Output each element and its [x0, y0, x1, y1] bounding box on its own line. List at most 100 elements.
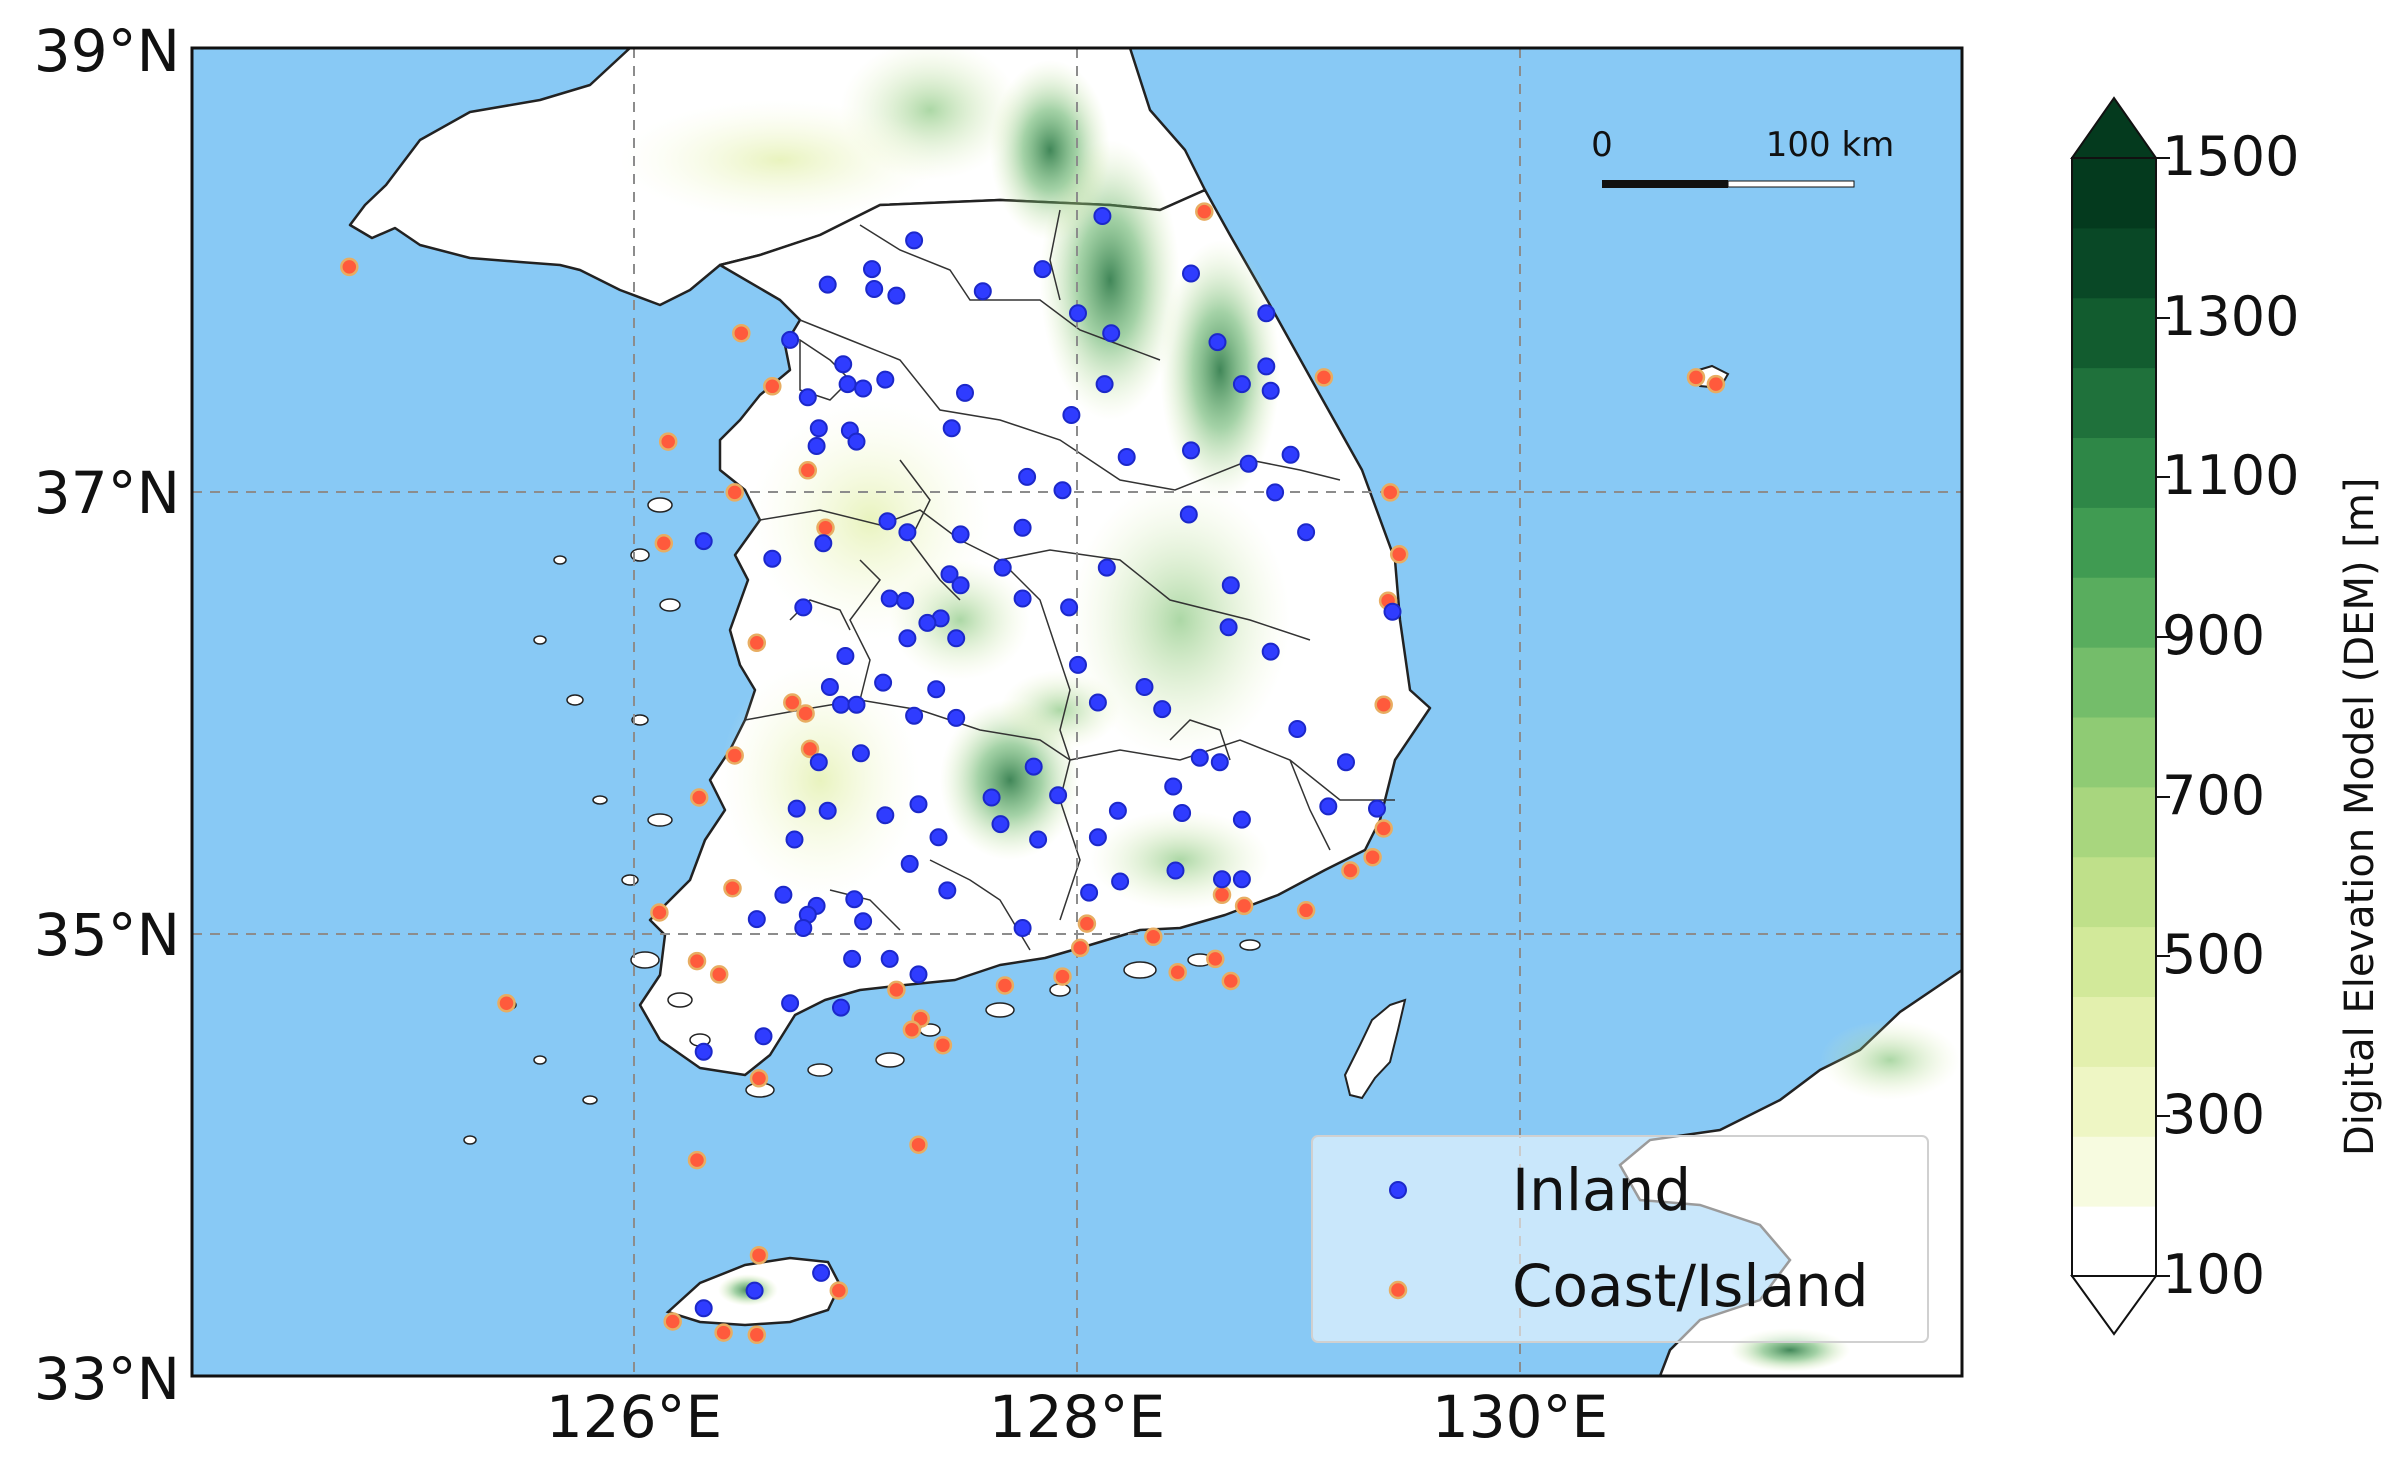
- inland-station-marker-115: [1213, 870, 1231, 889]
- legend-coast-label: Coast/Island: [1512, 1252, 1869, 1320]
- inland-station-marker-7: [865, 280, 884, 298]
- inland-station-marker-92: [1210, 753, 1229, 772]
- inland-station-marker-47: [794, 598, 813, 617]
- scale-bar: 0 100 km: [1591, 125, 1894, 188]
- inland-station-marker-122: [812, 1263, 831, 1282]
- inland-station-marker-36: [1266, 483, 1285, 502]
- colorbar-max-extension: [2070, 96, 2158, 159]
- inland-station-marker-111: [1013, 919, 1032, 937]
- coast-station-marker-34: [1144, 927, 1163, 947]
- colorbar-segment-8: [2072, 647, 2156, 718]
- coast-station-marker-45: [749, 1069, 769, 1088]
- coast-station-marker-10: [1381, 483, 1400, 502]
- inland-station-marker-90: [1173, 804, 1192, 822]
- coast-station-marker-33: [1070, 938, 1090, 958]
- inland-station-marker-23: [1095, 375, 1114, 394]
- inland-station-marker-20: [1257, 357, 1276, 376]
- inland-station-marker-45: [1297, 523, 1316, 542]
- coast-station-marker-13: [1389, 545, 1409, 564]
- colorbar-segment-2: [2072, 1066, 2156, 1137]
- coast-station-marker-3: [763, 377, 782, 396]
- colorbar-segment-11: [2072, 437, 2156, 508]
- lat-label-33: 33°N: [33, 1345, 180, 1413]
- inland-station-marker-61: [820, 678, 839, 696]
- inland-station-marker-112: [1080, 883, 1099, 902]
- colorbar-segment-0: [2072, 1206, 2156, 1277]
- inland-station-marker-65: [918, 613, 937, 632]
- inland-station-marker-19: [1208, 333, 1227, 352]
- inland-station-marker-43: [1013, 518, 1032, 537]
- legend-inland-marker: [1389, 1181, 1407, 1199]
- inland-station-marker-105: [845, 890, 864, 909]
- coast-station-marker-44: [497, 993, 516, 1013]
- inland-station-marker-98: [785, 830, 804, 849]
- inland-station-marker-93: [1232, 810, 1251, 829]
- inland-station-marker-79: [876, 806, 895, 825]
- inland-station-marker-82: [982, 788, 1001, 807]
- inland-station-marker-84: [991, 815, 1010, 834]
- inland-station-marker-13: [834, 355, 853, 374]
- inland-station-marker-30: [1239, 454, 1258, 473]
- colorbar-segment-7: [2072, 717, 2156, 788]
- coast-station-marker-51: [714, 1323, 733, 1342]
- inland-station-marker-106: [747, 910, 766, 929]
- inland-station-marker-8: [1069, 304, 1087, 323]
- colorbar-frame: [2071, 157, 2157, 1277]
- lon-label-126: 126°E: [545, 1383, 723, 1451]
- inland-station-marker-29: [1182, 441, 1200, 460]
- coast-station-marker-46: [687, 1150, 707, 1170]
- coast-station-marker-52: [747, 1325, 767, 1345]
- colorbar-tick-1300: 1300: [2162, 285, 2300, 348]
- coast-station-marker-42: [902, 1020, 922, 1039]
- colorbar-segment-15: [2072, 158, 2156, 229]
- inland-station-marker-24: [1062, 406, 1081, 424]
- colorbar-segment-3: [2072, 996, 2156, 1067]
- inland-station-marker-34: [1018, 467, 1037, 486]
- inland-station-marker-101: [774, 885, 793, 904]
- legend-box: [1311, 1135, 1929, 1343]
- inland-station-marker-72: [1153, 700, 1172, 719]
- inland-station-marker-5: [1033, 260, 1052, 279]
- inland-station-marker-71: [1135, 678, 1154, 696]
- colorbar-segment-4: [2072, 926, 2156, 998]
- inland-station-marker-2: [818, 275, 837, 294]
- inland-station-marker-119: [754, 1027, 773, 1046]
- colorbar-segment-6: [2072, 786, 2156, 858]
- coast-station-marker-27: [1234, 896, 1254, 916]
- inland-station-marker-97: [1368, 799, 1386, 818]
- coast-station-marker-11: [816, 518, 835, 538]
- inland-station-marker-78: [818, 801, 837, 820]
- inland-station-marker-113: [1111, 872, 1130, 891]
- coast-station-marker-25: [723, 878, 742, 898]
- coast-station-marker-19: [800, 739, 820, 759]
- lat-label-35: 35°N: [33, 901, 180, 969]
- inland-station-marker-42: [898, 523, 917, 542]
- inland-station-marker-4: [973, 282, 992, 301]
- inland-station-marker-9: [1182, 264, 1200, 283]
- inland-station-marker-51: [940, 565, 959, 584]
- inland-station-marker-11: [781, 330, 800, 349]
- inland-station-marker-81: [929, 828, 948, 847]
- inland-station-marker-85: [1029, 830, 1048, 849]
- inland-station-marker-58: [1219, 618, 1238, 637]
- tsushima: [1343, 998, 1407, 1100]
- colorbar-title: Digital Elevation Model (DEM) [m]: [2337, 477, 2383, 1156]
- lat-label-37: 37°N: [33, 459, 180, 527]
- inland-station-marker-109: [880, 949, 899, 968]
- colorbar-tick-900: 900: [2162, 604, 2266, 667]
- inland-station-marker-69: [1069, 655, 1087, 674]
- inland-station-marker-54: [1013, 589, 1032, 608]
- coast-station-marker-22: [1374, 819, 1393, 838]
- coast-station-marker-29: [650, 903, 669, 922]
- inland-station-marker-121: [745, 1281, 764, 1300]
- inland-station-marker-21: [1261, 381, 1280, 400]
- coast-station-marker-8: [798, 461, 818, 480]
- colorbar-segment-5: [2072, 856, 2156, 928]
- coast-station-marker-0: [340, 257, 359, 277]
- inland-station-marker-22: [1232, 375, 1251, 394]
- inland-station-marker-89: [1164, 777, 1183, 796]
- inland-station-marker-95: [1319, 797, 1338, 816]
- inland-station-marker-15: [838, 375, 857, 394]
- inland-station-marker-31: [1281, 445, 1300, 464]
